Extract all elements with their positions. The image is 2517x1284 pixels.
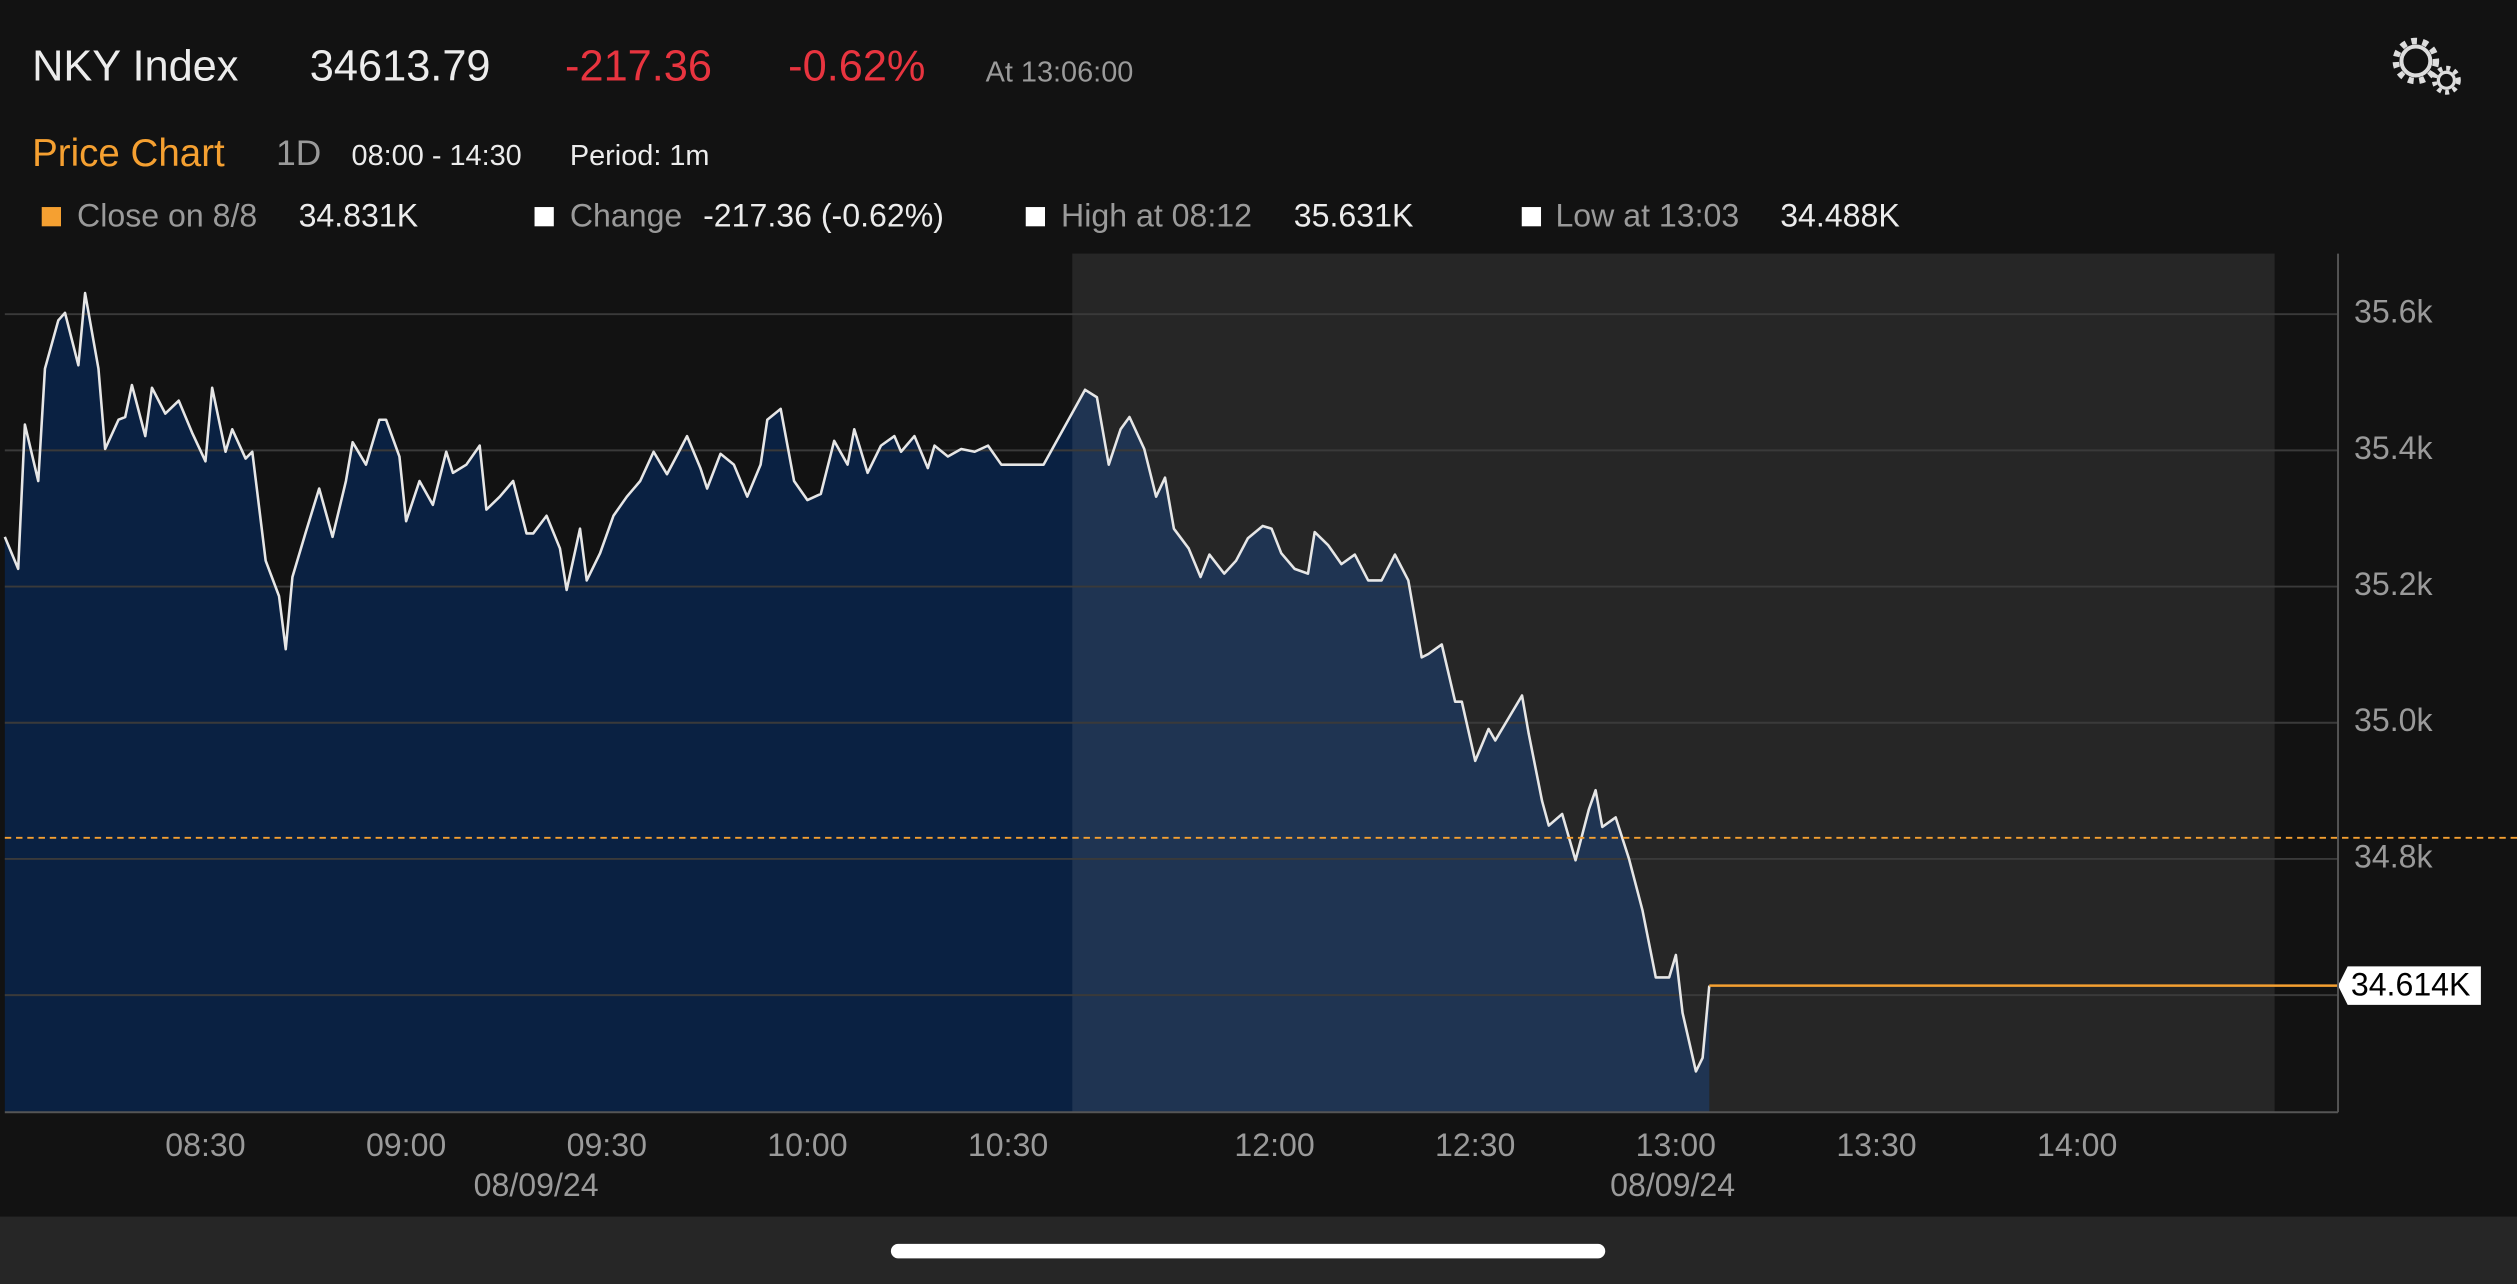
price: 34613.79 — [310, 42, 491, 90]
x-tick-label: 12:00 — [1234, 1127, 1314, 1163]
gear[interactable] — [2399, 44, 2433, 78]
legend-label: High at 08:12 — [1061, 198, 1252, 234]
x-tick-label: 09:00 — [366, 1127, 446, 1163]
area — [4, 293, 1710, 1113]
home-indicator[interactable] — [890, 1243, 1606, 1259]
x-tick-label: 13:30 — [1836, 1127, 1916, 1163]
range[interactable]: 1D — [276, 134, 321, 173]
legend-swatch — [1521, 207, 1542, 227]
x-tick-label: 13:00 — [1636, 1127, 1716, 1163]
legend-swatch — [41, 207, 61, 227]
legend-value: -217.36 (-0.62%) — [703, 198, 944, 234]
legend-value: 34.831K — [299, 198, 419, 234]
time: At 13:06:00 — [986, 56, 1134, 88]
y-tick-label: 34.8k — [2354, 838, 2433, 874]
period[interactable]: Period: 1m — [570, 140, 710, 172]
legend-value: 34.488K — [1780, 198, 1900, 234]
gear-teeth[interactable] — [2431, 65, 2461, 95]
y-tick-label: 35.0k — [2354, 702, 2433, 738]
legend-label: Change — [570, 198, 682, 234]
legend-swatch — [1025, 207, 1046, 227]
last-price-box — [2338, 966, 2481, 1005]
settings-icon[interactable] — [2392, 37, 2461, 95]
gear[interactable] — [2436, 70, 2457, 90]
x-tick-label: 12:30 — [1435, 1127, 1515, 1163]
symbol: NKY Index — [32, 42, 239, 90]
price-line — [3, 291, 1711, 1073]
date-label: 08/09/24 — [1610, 1167, 1735, 1203]
x-tick-label: 10:00 — [767, 1127, 847, 1163]
last-price-label: 34.614K — [2351, 967, 2471, 1003]
legend-label: Close on 8/8 — [77, 198, 257, 234]
y-tick-label: 35.2k — [2354, 566, 2433, 602]
chart-title[interactable]: Price Chart — [32, 132, 225, 175]
legend-label: Low at 13:03 — [1555, 198, 1739, 234]
y-tick-label: 35.6k — [2354, 294, 2433, 330]
legend-swatch — [534, 207, 554, 227]
change: -217.36 — [565, 42, 712, 90]
change-pct: -0.62% — [788, 42, 925, 90]
x-tick-label: 14:00 — [2037, 1127, 2117, 1163]
gear-teeth[interactable] — [2392, 37, 2440, 85]
session-shade — [1072, 253, 2275, 1113]
y-tick-label: 35.4k — [2354, 430, 2433, 466]
hours: 08:00 - 14:30 — [352, 140, 522, 172]
x-tick-label: 09:30 — [567, 1127, 647, 1163]
x-tick-label: 10:30 — [968, 1127, 1048, 1163]
x-tick-label: 08:30 — [165, 1127, 245, 1163]
legend-value: 35.631K — [1294, 198, 1414, 234]
date-label: 08/09/24 — [474, 1167, 599, 1203]
